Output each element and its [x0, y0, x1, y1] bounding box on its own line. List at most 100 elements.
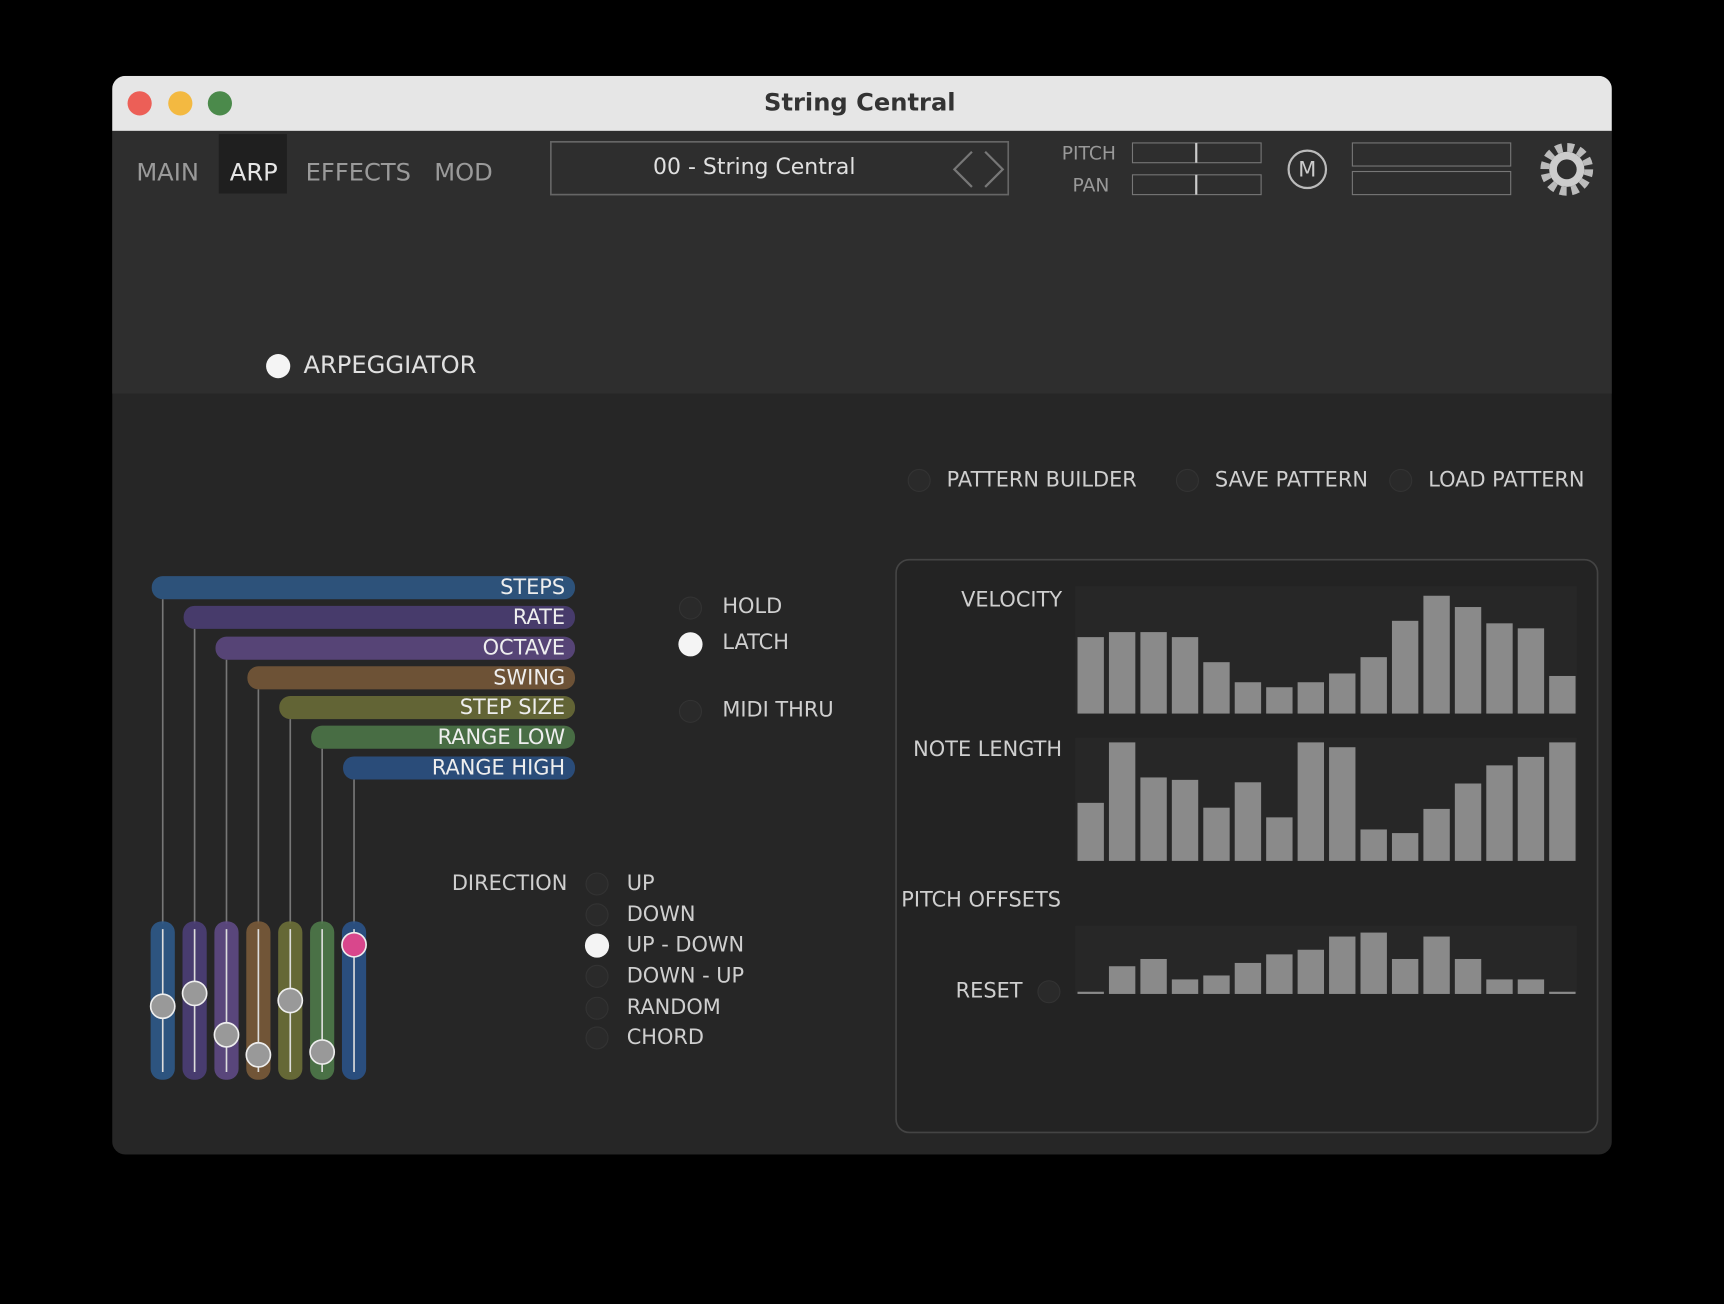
direction-option[interactable]: [584, 933, 610, 958]
pattern-bar[interactable]: [1486, 765, 1513, 861]
slider-knob[interactable]: [245, 1041, 272, 1068]
mode-toggle[interactable]: [678, 699, 703, 723]
pattern-bar[interactable]: [1423, 595, 1450, 714]
direction-option[interactable]: [585, 964, 609, 988]
pattern-bar[interactable]: [1454, 607, 1482, 714]
pattern-action-label[interactable]: LOAD PATTERN: [1428, 467, 1584, 491]
tab[interactable]: MOD: [434, 159, 493, 187]
slider-knob[interactable]: [341, 931, 367, 958]
pattern-bar[interactable]: [1454, 958, 1482, 994]
pattern-bar[interactable]: [1171, 979, 1199, 994]
zoom-button[interactable]: [207, 91, 232, 116]
top-band: [112, 130, 1612, 394]
pattern-bar[interactable]: [1203, 807, 1230, 861]
direction-option[interactable]: [585, 872, 609, 896]
pattern-bar[interactable]: [1360, 829, 1387, 861]
parameter-label: RATE: [513, 605, 565, 629]
preset-box[interactable]: [550, 141, 1010, 196]
pattern-bar[interactable]: [1486, 623, 1513, 714]
slider-knob[interactable]: [277, 987, 304, 1014]
pattern-bar[interactable]: [1266, 817, 1293, 861]
direction-option-label[interactable]: CHORD: [627, 1025, 704, 1049]
tab[interactable]: ARP: [230, 159, 278, 187]
pattern-bar[interactable]: [1140, 958, 1167, 994]
pattern-bar[interactable]: [1454, 783, 1482, 861]
pattern-bar[interactable]: [1266, 954, 1293, 994]
direction-option-label[interactable]: RANDOM: [627, 995, 721, 1019]
pattern-bar[interactable]: [1391, 958, 1419, 994]
direction-option-label[interactable]: DOWN - UP: [627, 963, 744, 987]
pattern-bar[interactable]: [1297, 682, 1325, 714]
pattern-bar[interactable]: [1077, 802, 1104, 861]
pattern-action-button[interactable]: [1175, 468, 1199, 493]
reset-button[interactable]: [1037, 980, 1061, 1004]
pattern-bar[interactable]: [1329, 747, 1356, 861]
pattern-bar[interactable]: [1486, 979, 1513, 994]
title-bar: [112, 75, 1612, 131]
pattern-bar[interactable]: [1549, 991, 1576, 994]
pattern-bar[interactable]: [1203, 662, 1230, 714]
reset-label[interactable]: RESET: [956, 979, 1023, 1003]
pattern-bar[interactable]: [1549, 675, 1576, 714]
pattern-bar[interactable]: [1423, 936, 1450, 994]
pattern-action-button[interactable]: [907, 468, 931, 493]
direction-option-label[interactable]: UP: [627, 871, 655, 895]
slider-knob[interactable]: [213, 1021, 240, 1048]
tab[interactable]: MAIN: [136, 159, 199, 187]
direction-option-label[interactable]: UP - DOWN: [627, 933, 744, 957]
pattern-bar[interactable]: [1140, 632, 1167, 714]
pattern-bar[interactable]: [1234, 682, 1262, 714]
slider-knob[interactable]: [149, 993, 176, 1020]
direction-option[interactable]: [585, 903, 609, 927]
close-button[interactable]: [127, 91, 152, 116]
pattern-bar[interactable]: [1517, 979, 1545, 994]
pattern-bar[interactable]: [1329, 936, 1356, 994]
pattern-bar[interactable]: [1423, 808, 1450, 861]
pattern-bar[interactable]: [1549, 742, 1576, 861]
direction-option[interactable]: [585, 1026, 609, 1050]
pattern-bar[interactable]: [1517, 756, 1545, 861]
pattern-bar[interactable]: [1234, 782, 1262, 861]
pattern-bar[interactable]: [1297, 742, 1325, 861]
arpeggiator-toggle[interactable]: [266, 354, 291, 379]
pattern-bar[interactable]: [1108, 742, 1136, 861]
pattern-bar[interactable]: [1391, 620, 1419, 714]
pattern-bar[interactable]: [1140, 777, 1167, 861]
pattern-bar[interactable]: [1391, 833, 1419, 861]
minimize-button[interactable]: [168, 91, 193, 116]
midi-button[interactable]: [1287, 149, 1328, 190]
preset-arrows[interactable]: [952, 150, 1005, 188]
meter-right: [1351, 170, 1512, 196]
direction-option[interactable]: [585, 996, 609, 1020]
pattern-action-label[interactable]: PATTERN BUILDER: [947, 467, 1137, 491]
pattern-bar[interactable]: [1297, 949, 1325, 994]
pattern-bar[interactable]: [1077, 637, 1104, 714]
pattern-bar[interactable]: [1517, 628, 1545, 714]
slider-knob[interactable]: [309, 1039, 336, 1065]
pattern-bar[interactable]: [1171, 637, 1199, 714]
mode-toggle[interactable]: [678, 632, 703, 657]
pattern-bar[interactable]: [1360, 657, 1387, 714]
tab[interactable]: EFFECTS: [306, 159, 411, 187]
direction-option-label[interactable]: DOWN: [627, 902, 696, 926]
pattern-bar[interactable]: [1203, 975, 1230, 994]
pattern-bar[interactable]: [1108, 632, 1136, 714]
pattern-bar[interactable]: [1077, 991, 1104, 994]
pan-label: PAN: [1073, 175, 1110, 196]
pattern-bar[interactable]: [1266, 687, 1293, 714]
parameter-label: OCTAVE: [483, 636, 566, 660]
pattern-action-button[interactable]: [1389, 468, 1413, 493]
pattern-bar[interactable]: [1234, 962, 1262, 994]
settings-gear[interactable]: [1540, 142, 1594, 196]
slider-knob[interactable]: [181, 980, 208, 1007]
parameter-bar: [311, 725, 576, 749]
pattern-bar[interactable]: [1329, 673, 1356, 714]
pattern-bar[interactable]: [1108, 966, 1136, 994]
pattern-bar[interactable]: [1360, 932, 1387, 994]
parameter-bar: [183, 605, 576, 629]
pattern-bar[interactable]: [1171, 779, 1199, 861]
pattern-action-label[interactable]: SAVE PATTERN: [1215, 467, 1368, 491]
midi-button-label: M: [1298, 157, 1316, 181]
mode-toggle[interactable]: [678, 596, 703, 620]
